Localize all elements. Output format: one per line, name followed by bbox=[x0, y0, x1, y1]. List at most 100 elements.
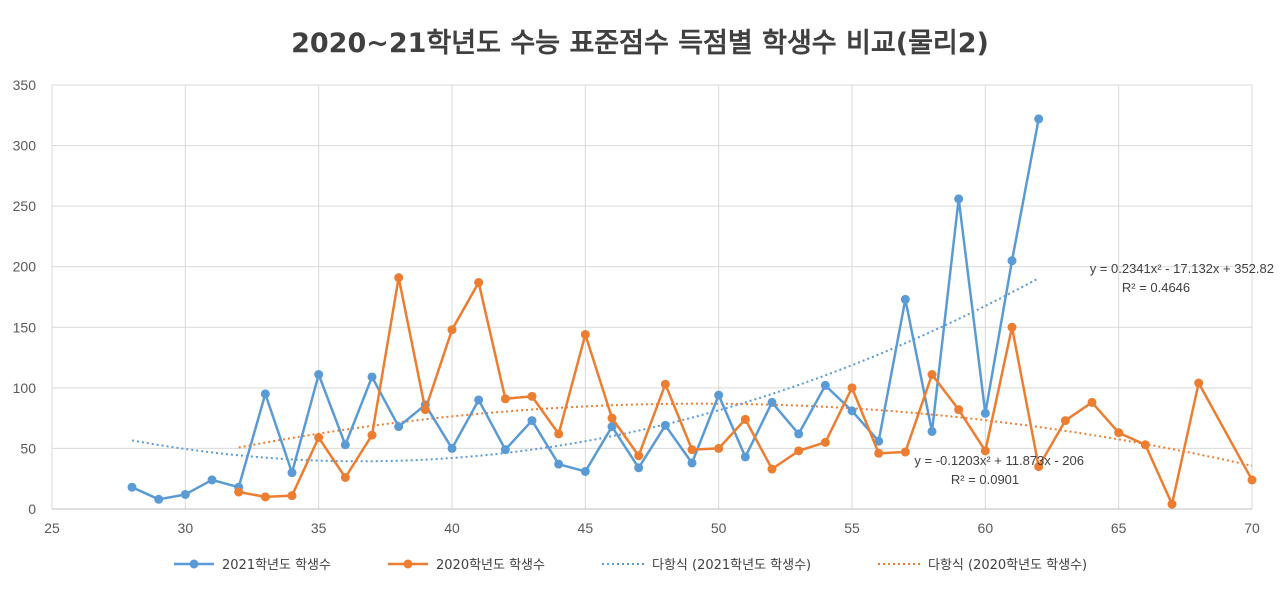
data-point-2021[interactable] bbox=[900, 294, 910, 304]
data-point-2021[interactable] bbox=[260, 389, 270, 399]
data-point-2021[interactable] bbox=[500, 445, 510, 455]
data-point-2021[interactable] bbox=[847, 406, 857, 416]
trendline-2021-r2: R² = 0.4646 bbox=[1122, 280, 1190, 295]
legend-item-trend-2021[interactable]: 다항식 (2021학년도 학생수) bbox=[602, 558, 811, 573]
y-tick-label: 200 bbox=[13, 259, 37, 275]
data-point-2020[interactable] bbox=[1087, 397, 1097, 407]
data-point-2021[interactable] bbox=[607, 422, 617, 432]
data-point-2021[interactable] bbox=[980, 408, 990, 418]
y-tick-label: 250 bbox=[13, 198, 37, 214]
data-point-2021[interactable] bbox=[127, 482, 137, 492]
data-point-2020[interactable] bbox=[1034, 462, 1044, 472]
data-point-2020[interactable] bbox=[447, 325, 457, 335]
x-tick-label: 55 bbox=[844, 520, 860, 536]
chart-title: 2020~21학년도 수능 표준점수 득점별 학생수 비교(물리2) bbox=[291, 28, 989, 59]
data-point-2021[interactable] bbox=[1034, 114, 1044, 124]
data-point-2021[interactable] bbox=[714, 390, 724, 400]
legend-item-2021[interactable]: 2021학년도 학생수 bbox=[174, 558, 331, 573]
x-tick-label: 30 bbox=[178, 520, 194, 536]
legend: 2021학년도 학생수 2020학년도 학생수 다항식 (2021학년도 학생수… bbox=[174, 558, 1087, 573]
trendline-2020-r2: R² = 0.0901 bbox=[951, 472, 1019, 487]
data-point-2021[interactable] bbox=[447, 443, 457, 453]
data-point-2021[interactable] bbox=[874, 436, 884, 446]
legend-label-2021: 2021학년도 학생수 bbox=[222, 558, 331, 573]
data-point-2020[interactable] bbox=[234, 487, 244, 497]
data-point-2020[interactable] bbox=[740, 414, 750, 424]
data-point-2020[interactable] bbox=[314, 433, 324, 443]
data-point-2020[interactable] bbox=[367, 430, 377, 440]
x-tick-label: 35 bbox=[311, 520, 327, 536]
data-point-2020[interactable] bbox=[394, 273, 404, 283]
data-point-2020[interactable] bbox=[1140, 440, 1150, 450]
data-point-2020[interactable] bbox=[954, 405, 964, 415]
data-point-2021[interactable] bbox=[287, 468, 297, 478]
data-point-2020[interactable] bbox=[607, 413, 617, 423]
data-point-2020[interactable] bbox=[980, 446, 990, 456]
data-point-2021[interactable] bbox=[527, 416, 537, 426]
data-point-2020[interactable] bbox=[287, 491, 297, 501]
axis-layer: 25 30 35 40 45 50 55 60 65 70 0 50 100 150 200 250 300 35… bbox=[13, 77, 1260, 536]
data-point-2020[interactable] bbox=[687, 445, 697, 455]
data-point-2020[interactable] bbox=[714, 443, 724, 453]
data-point-2021[interactable] bbox=[767, 397, 777, 407]
data-point-2021[interactable] bbox=[340, 440, 350, 450]
data-point-2020[interactable] bbox=[500, 394, 510, 404]
data-point-2021[interactable] bbox=[474, 395, 484, 405]
data-point-2021[interactable] bbox=[394, 422, 404, 432]
data-point-2021[interactable] bbox=[580, 466, 590, 476]
data-point-2021[interactable] bbox=[367, 372, 377, 382]
x-tick-label: 45 bbox=[578, 520, 594, 536]
data-point-2020[interactable] bbox=[767, 464, 777, 474]
legend-label-trend-2020: 다항식 (2020학년도 학생수) bbox=[928, 558, 1087, 573]
data-point-2020[interactable] bbox=[1194, 378, 1204, 388]
grid-layer bbox=[52, 84, 1253, 509]
data-point-2021[interactable] bbox=[180, 489, 190, 499]
trendline-layer bbox=[131, 277, 1253, 467]
data-point-2020[interactable] bbox=[420, 405, 430, 415]
data-point-2021[interactable] bbox=[927, 426, 937, 436]
data-point-2020[interactable] bbox=[260, 492, 270, 502]
data-point-2021[interactable] bbox=[1007, 256, 1017, 266]
data-point-2020[interactable] bbox=[1007, 322, 1017, 332]
data-point-2021[interactable] bbox=[687, 458, 697, 468]
legend-item-trend-2020[interactable]: 다항식 (2020학년도 학생수) bbox=[878, 558, 1087, 573]
data-point-2020[interactable] bbox=[927, 370, 937, 380]
trendline-2021-equation: y = 0.2341x² - 17.132x + 352.82 bbox=[1090, 261, 1274, 276]
data-point-2021[interactable] bbox=[660, 420, 670, 430]
data-point-2021[interactable] bbox=[634, 463, 644, 473]
x-tick-label: 40 bbox=[444, 520, 460, 536]
data-point-2020[interactable] bbox=[474, 277, 484, 287]
data-point-2021[interactable] bbox=[954, 194, 964, 204]
data-point-2020[interactable] bbox=[820, 437, 830, 447]
data-point-2021[interactable] bbox=[207, 475, 217, 485]
y-tick-label: 0 bbox=[28, 501, 36, 517]
data-point-2020[interactable] bbox=[340, 473, 350, 482]
data-point-2020[interactable] bbox=[554, 429, 564, 439]
legend-item-2020[interactable]: 2020학년도 학생수 bbox=[388, 558, 545, 573]
x-tick-label: 50 bbox=[711, 520, 727, 536]
data-point-2020[interactable] bbox=[1167, 499, 1177, 509]
data-point-2020[interactable] bbox=[1247, 475, 1257, 485]
data-point-2020[interactable] bbox=[634, 451, 644, 461]
data-point-2021[interactable] bbox=[154, 494, 164, 504]
data-point-2020[interactable] bbox=[1060, 416, 1070, 426]
x-tick-label: 60 bbox=[978, 520, 994, 536]
data-point-2021[interactable] bbox=[314, 370, 324, 380]
data-point-2021[interactable] bbox=[820, 380, 830, 390]
y-tick-label: 100 bbox=[13, 380, 37, 396]
data-point-2020[interactable] bbox=[874, 448, 884, 458]
data-point-2020[interactable] bbox=[660, 379, 670, 389]
data-point-2020[interactable] bbox=[794, 446, 804, 456]
data-point-2020[interactable] bbox=[527, 391, 537, 401]
x-tick-label: 70 bbox=[1244, 520, 1260, 536]
data-point-2021[interactable] bbox=[554, 459, 564, 469]
data-point-2020[interactable] bbox=[580, 330, 590, 340]
data-point-2021[interactable] bbox=[794, 429, 804, 439]
data-point-2020[interactable] bbox=[847, 383, 857, 393]
data-point-2020[interactable] bbox=[1114, 428, 1124, 438]
data-point-2021[interactable] bbox=[740, 452, 750, 462]
series-layer bbox=[127, 114, 1257, 509]
data-point-2020[interactable] bbox=[900, 447, 910, 457]
